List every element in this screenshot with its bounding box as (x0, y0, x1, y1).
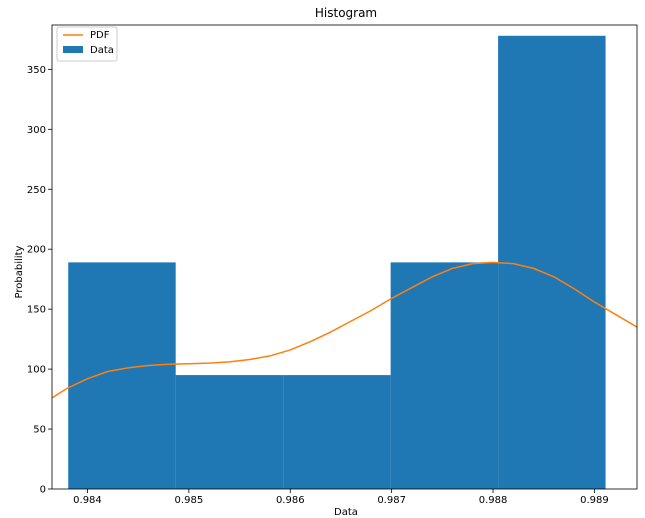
ticks-layer: 0.984 0.985 0.986 0.987 0.988 0.989 0 50 100 150 2… (27, 65, 609, 506)
y-tick-label: 100 (27, 365, 46, 376)
y-axis-title: Probability (14, 245, 25, 298)
y-tick-label: 150 (27, 305, 46, 316)
x-tick-label: 0.985 (175, 495, 204, 506)
axes-layer (51, 24, 638, 490)
x-tick-label: 0.989 (580, 495, 609, 506)
y-tick-label: 200 (27, 245, 46, 256)
legend-data-swatch (63, 46, 83, 53)
bars-layer (68, 35, 606, 489)
x-tick-label: 0.988 (479, 495, 508, 506)
chart-title: Histogram (315, 6, 377, 20)
x-tick-label: 0.986 (276, 495, 305, 506)
histogram-bar-2 (283, 375, 391, 489)
x-axis-title: Data (334, 507, 358, 518)
x-tick-label: 0.984 (73, 495, 102, 506)
histogram-bar-3 (390, 262, 499, 489)
y-tick-label: 0 (40, 485, 46, 496)
y-tick-label: 350 (27, 65, 46, 76)
legend-pdf-label: PDF (90, 30, 110, 41)
histogram-bar-1 (175, 375, 284, 489)
pdf-line (52, 261, 637, 399)
y-tick-label: 300 (27, 125, 46, 136)
legend: PDF Data (56, 26, 118, 62)
legend-data-label: Data (90, 45, 114, 56)
x-tick-label: 0.987 (377, 495, 406, 506)
y-tick-label: 250 (27, 185, 46, 196)
histogram-bar-4 (498, 35, 606, 489)
histogram-bar-0 (68, 262, 176, 489)
plot-frame (51, 24, 638, 490)
pdf-curve-layer (52, 261, 637, 399)
y-tick-label: 50 (33, 425, 46, 436)
